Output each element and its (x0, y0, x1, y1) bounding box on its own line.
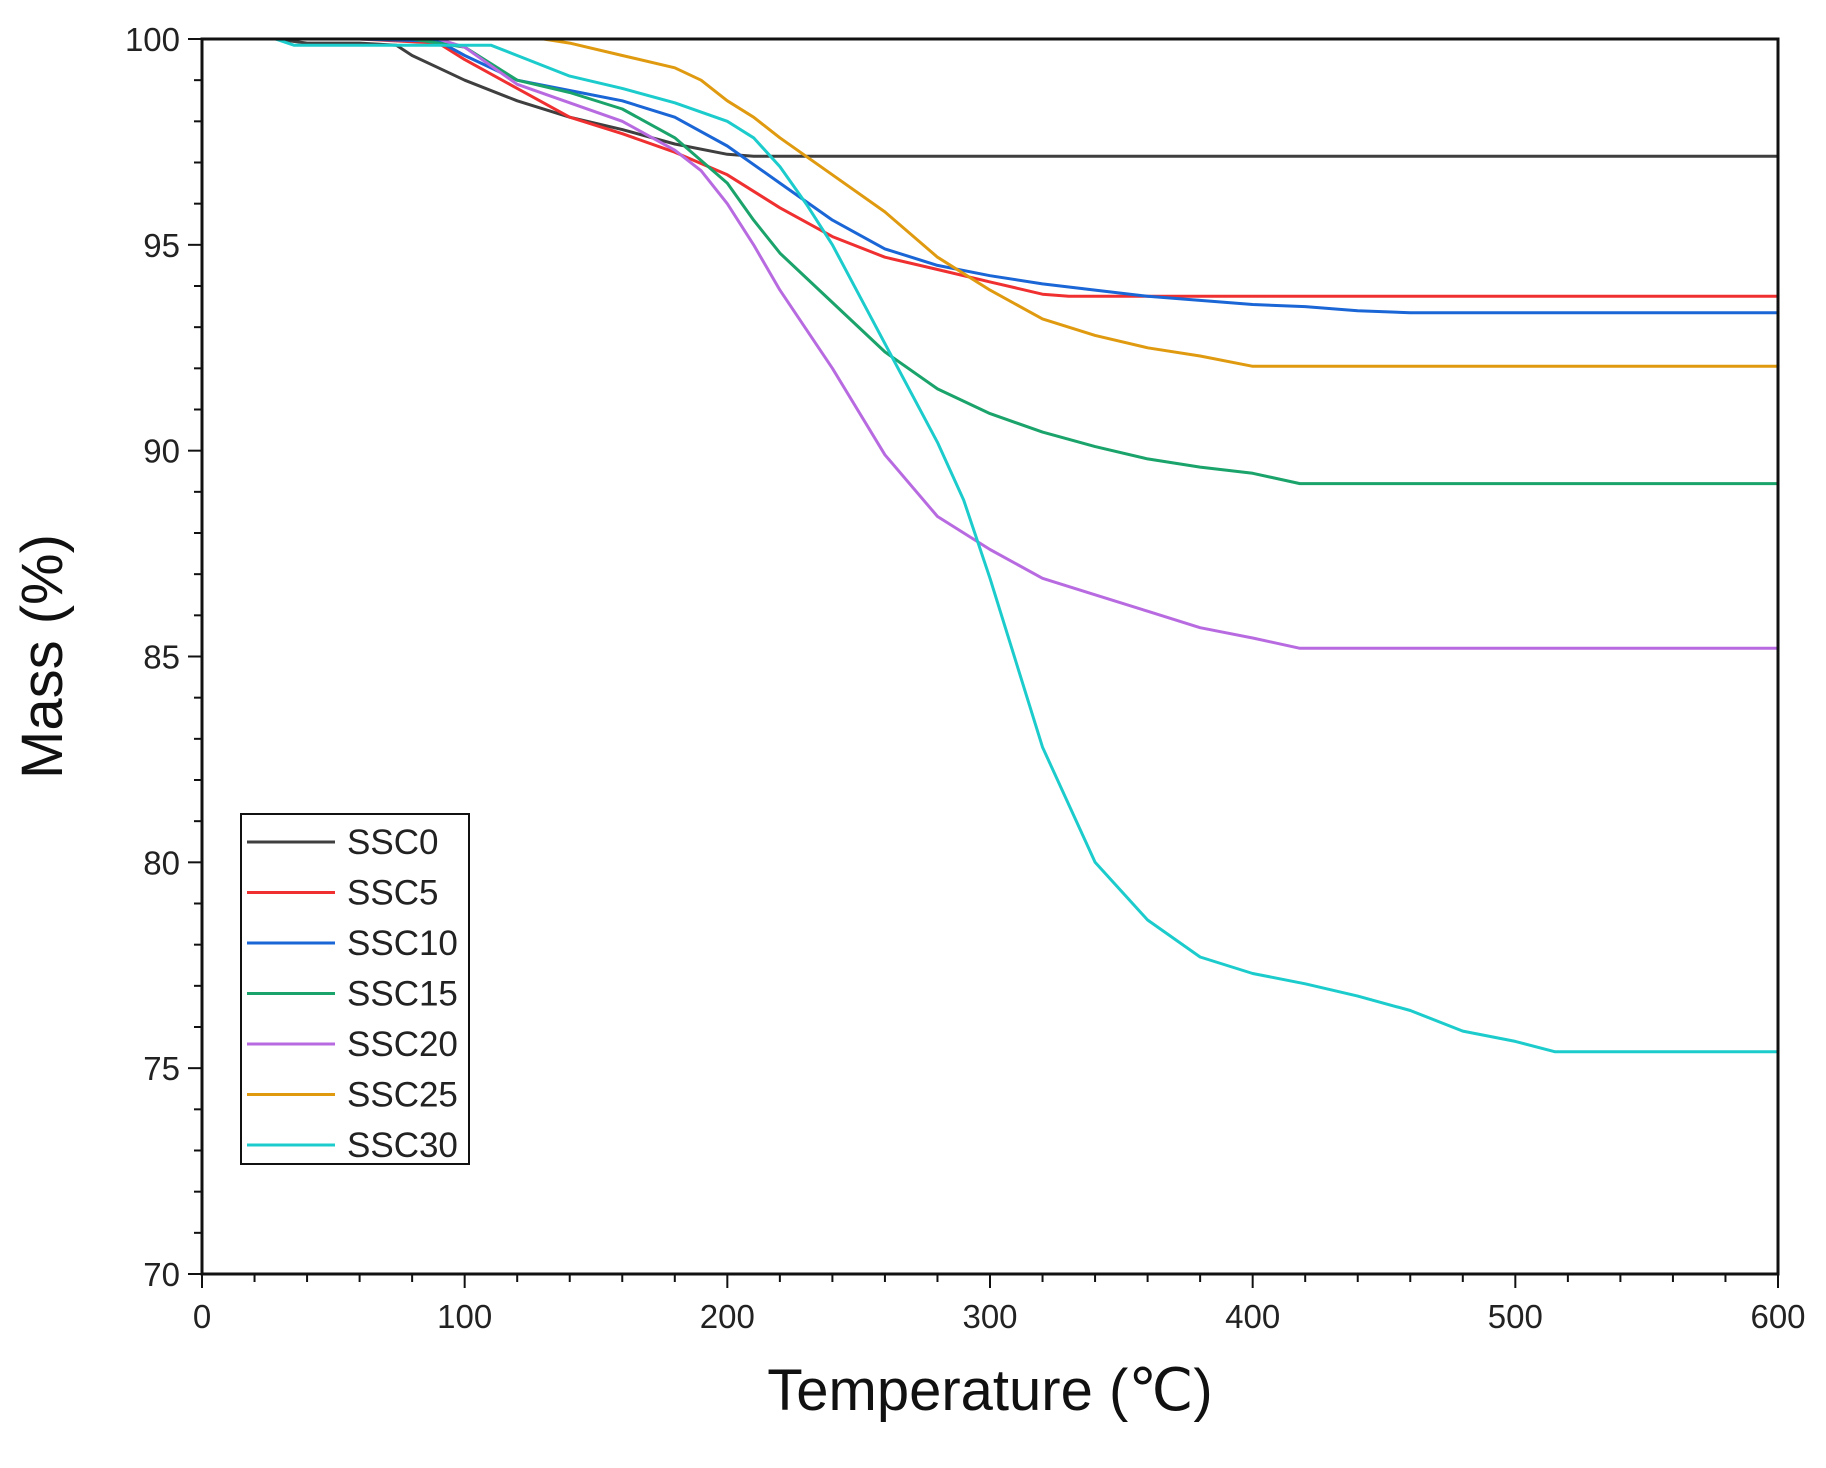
y-axis-title: Mass (%) (10, 534, 75, 779)
legend-label-ssc5: SSC5 (347, 874, 438, 913)
legend-label-ssc0: SSC0 (347, 823, 438, 862)
series-line-ssc0 (274, 37, 1780, 158)
legend-label-ssc30: SSC30 (347, 1126, 458, 1165)
y-tick-label: 70 (143, 1256, 180, 1293)
legend-box (240, 813, 470, 1165)
y-tick-label: 90 (143, 433, 180, 470)
y-tick-label: 95 (143, 227, 180, 264)
y-tick-label: 80 (143, 844, 180, 881)
y-tick-label: 75 (143, 1050, 180, 1087)
series-line-ssc25 (274, 37, 1780, 368)
y-tick-label: 100 (125, 21, 180, 58)
x-tick-label: 500 (1488, 1298, 1543, 1335)
legend-label-ssc25: SSC25 (347, 1076, 458, 1115)
series-line-ssc20 (274, 37, 1780, 650)
legend-label-ssc10: SSC10 (347, 924, 458, 963)
legend: SSC0 SSC5 SSC10 SSC15 SSC20 SSC25 SSC30 (240, 813, 470, 1165)
x-tick-label: 600 (1750, 1298, 1805, 1335)
series-line-ssc30 (274, 37, 1780, 1054)
x-tick-label: 300 (962, 1298, 1017, 1335)
x-tick-label: 100 (437, 1298, 492, 1335)
y-tick-label: 85 (143, 639, 180, 676)
ticks-layer: 0 100 200 300 400 500 600 70 75 80 85 90 95 100 (125, 21, 1806, 1335)
series-line-ssc5 (274, 37, 1780, 298)
x-tick-label: 200 (700, 1298, 755, 1335)
series-line-ssc15 (274, 37, 1780, 486)
x-axis-title: Temperature (℃) (767, 1358, 1212, 1423)
x-tick-label: 0 (193, 1298, 211, 1335)
series-layer (274, 37, 1780, 1054)
legend-label-ssc15: SSC15 (347, 975, 458, 1014)
legend-label-ssc20: SSC20 (347, 1025, 458, 1064)
x-tick-label: 400 (1225, 1298, 1280, 1335)
